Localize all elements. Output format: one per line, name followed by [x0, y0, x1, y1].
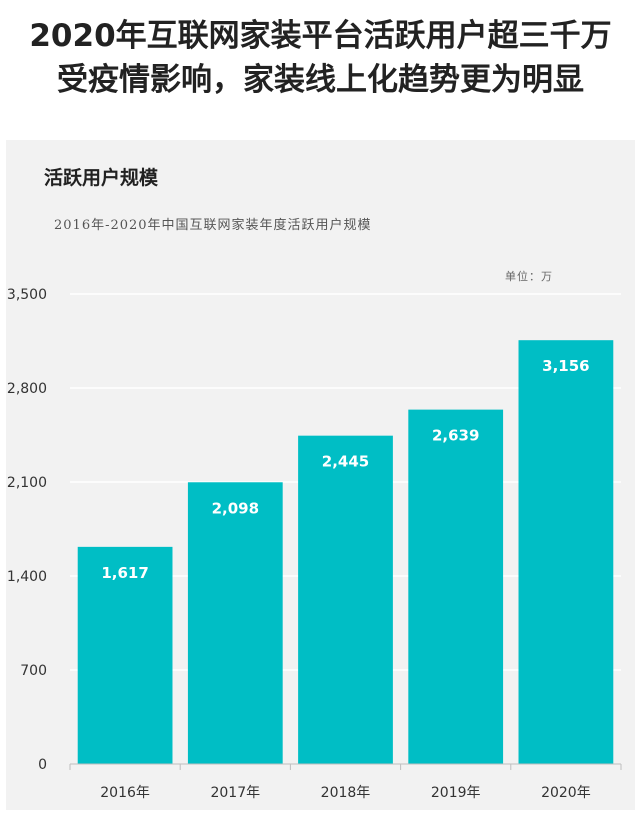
bar-value-label: 1,617 — [101, 564, 148, 582]
x-tick-label: 2018年 — [321, 785, 371, 801]
chart-title: 2016年-2020年中国互联网家装年度活跃用户规模 — [54, 218, 372, 233]
x-tick-label: 2016年 — [100, 785, 150, 801]
x-tick-labels: 2016年 2017年 2018年 2019年 2020年 — [100, 785, 590, 801]
y-tick-label: 3,500 — [7, 287, 47, 303]
bars — [77, 340, 614, 764]
bar — [408, 409, 504, 764]
x-tick-label: 2017年 — [210, 785, 260, 801]
bar-value-label: 2,639 — [432, 427, 479, 445]
y-tick-label: 2,100 — [7, 475, 47, 491]
headline: 2020年互联网家装平台活跃用户超三千万 受疫情影响，家装线上化趋势更为明显 — [0, 14, 641, 102]
bar — [77, 546, 173, 764]
y-tick-label: 0 — [38, 757, 47, 773]
bar — [187, 482, 283, 764]
headline-line-2: 受疫情影响，家装线上化趋势更为明显 — [57, 62, 584, 98]
y-tick-labels: 0 700 1,400 2,100 2,800 3,500 — [7, 287, 47, 773]
headline-line-1: 2020年互联网家装平台活跃用户超三千万 — [29, 18, 612, 54]
y-tick-label: 700 — [20, 663, 47, 679]
bar-value-labels: 1,617 2,098 2,445 2,639 3,156 — [101, 357, 589, 582]
unit-label: 单位：万 — [505, 270, 553, 283]
y-tick-label: 1,400 — [7, 569, 47, 585]
x-axis — [69, 763, 622, 770]
bar — [298, 435, 393, 764]
bar-value-label: 3,156 — [542, 357, 589, 375]
section-title: 活跃用户规模 — [44, 167, 159, 189]
bar — [518, 340, 614, 764]
x-tick-label: 2020年 — [541, 785, 591, 801]
x-tick-label: 2019年 — [431, 785, 481, 801]
bar-value-label: 2,098 — [212, 499, 259, 517]
bar-value-label: 2,445 — [322, 453, 369, 471]
y-tick-label: 2,800 — [7, 381, 47, 397]
